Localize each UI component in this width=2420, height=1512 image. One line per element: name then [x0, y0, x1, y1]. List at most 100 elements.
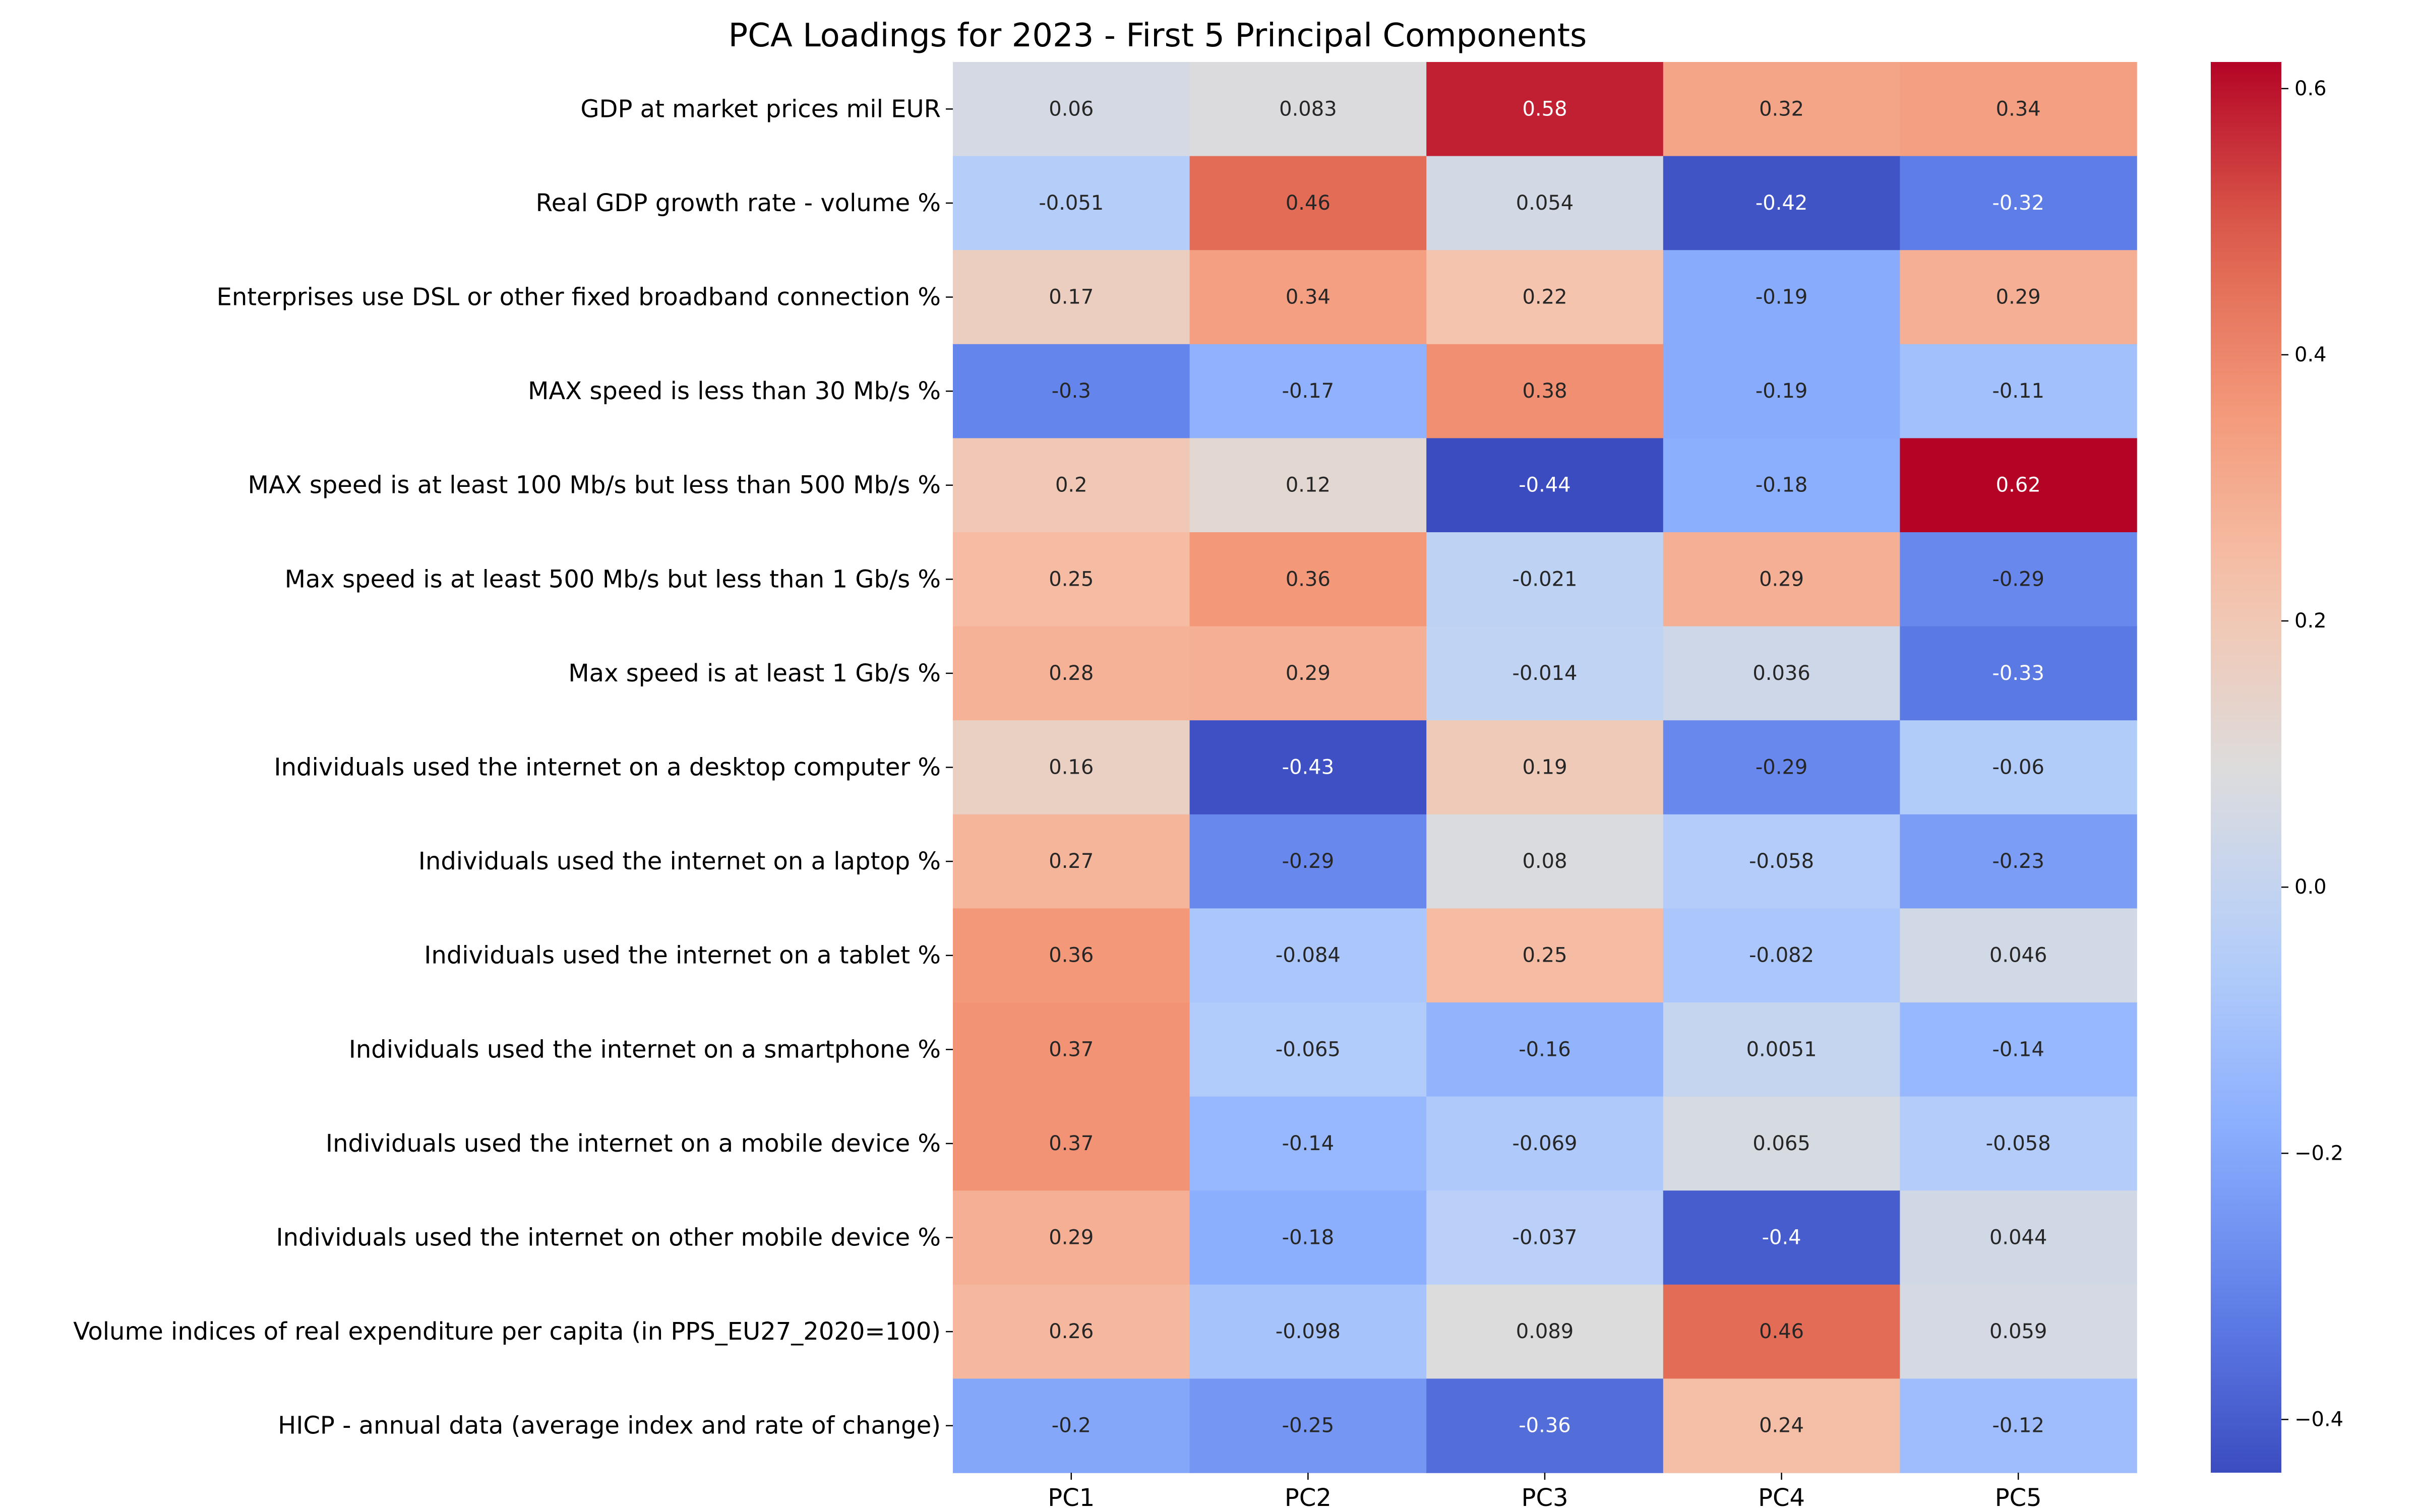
heatmap-cell	[1426, 720, 1664, 815]
row-label: Max speed is at least 1 Gb/s %	[568, 659, 941, 687]
chart-title: PCA Loadings for 2023 - First 5 Principa…	[729, 17, 1587, 54]
colorbar-ticks: −0.4 −0.2 0.0 0.2 0.4 0.6	[2281, 77, 2343, 1431]
column-label: PC4	[1758, 1484, 1805, 1512]
heatmap-cell	[953, 1378, 1190, 1473]
row-label: Volume indices of real expenditure per c…	[73, 1317, 941, 1346]
heatmap-cell	[1189, 1190, 1427, 1285]
colorbar-tick-label: 0.6	[2294, 77, 2327, 100]
cell-value-label: 0.27	[1049, 850, 1094, 873]
cell-value-label: -0.014	[1512, 662, 1578, 685]
heatmap-cell	[1900, 1284, 2137, 1379]
heatmap-cell	[1900, 720, 2137, 815]
heatmap-cell	[1900, 626, 2137, 721]
cell-value-label: -0.42	[1756, 192, 1808, 215]
heatmap-cell	[953, 908, 1190, 1003]
heatmap-cell	[1189, 62, 1427, 157]
heatmap-cell	[1426, 1096, 1664, 1191]
colorbar-gradient	[2211, 62, 2281, 1473]
heatmap-cell	[1189, 532, 1427, 627]
heatmap-cell	[1663, 156, 1901, 250]
heatmap-cell	[953, 1002, 1190, 1097]
row-label: MAX speed is at least 100 Mb/s but less …	[248, 471, 941, 499]
cell-value-label: -0.29	[1992, 568, 2044, 591]
cell-value-label: -0.44	[1519, 474, 1571, 497]
heatmap-cell	[1426, 62, 1664, 157]
cell-value-label: -0.082	[1749, 944, 1814, 967]
cell-value-label: 0.16	[1049, 756, 1094, 779]
row-label: Individuals used the internet on a table…	[424, 941, 941, 970]
cell-value-label: 0.083	[1279, 97, 1337, 120]
heatmap-cell	[1663, 1284, 1901, 1379]
row-label: GDP at market prices mil EUR	[580, 95, 941, 123]
cell-value-label: 0.036	[1752, 662, 1810, 685]
cell-value-label: 0.24	[1759, 1414, 1804, 1437]
heatmap-cell	[1900, 156, 2137, 250]
cell-value-label: 0.054	[1516, 192, 1574, 215]
heatmap-cell	[1426, 532, 1664, 627]
heatmap-cells	[953, 62, 2137, 1473]
cell-value-label: -0.058	[1749, 850, 1814, 873]
heatmap-cell	[1426, 250, 1664, 345]
cell-value-label: 0.08	[1522, 850, 1567, 873]
cell-value-label: -0.3	[1052, 380, 1091, 403]
heatmap-cell	[1900, 1096, 2137, 1191]
cell-value-label: 0.22	[1522, 286, 1567, 309]
heatmap-cell	[1426, 626, 1664, 721]
heatmap-cell	[1900, 1002, 2137, 1097]
row-label: Individuals used the internet on a mobil…	[326, 1129, 941, 1158]
heatmap-cell	[1900, 344, 2137, 439]
cell-value-label: 0.12	[1286, 474, 1330, 497]
cell-value-label: -0.14	[1282, 1132, 1335, 1155]
cell-value-label: 0.34	[1286, 286, 1330, 309]
colorbar-tick-label: 0.0	[2294, 875, 2327, 899]
heatmap-cell	[1426, 1002, 1664, 1097]
cell-value-label: -0.021	[1512, 568, 1578, 591]
heatmap-cell	[1663, 720, 1901, 815]
cell-value-label: -0.065	[1276, 1038, 1341, 1061]
heatmap-cell	[1900, 438, 2137, 533]
cell-value-label: 0.25	[1522, 944, 1567, 967]
column-label: PC2	[1285, 1484, 1332, 1512]
heatmap-cell	[953, 532, 1190, 627]
cell-value-label: 0.29	[1286, 662, 1330, 685]
heatmap-cell	[1900, 1378, 2137, 1473]
heatmap-cell	[1900, 908, 2137, 1003]
heatmap-cell	[1426, 344, 1664, 439]
cell-value-label: 0.2	[1055, 474, 1087, 497]
heatmap-cell	[1663, 1378, 1901, 1473]
cell-value-label: -0.18	[1282, 1226, 1335, 1249]
cell-value-label: -0.2	[1052, 1414, 1091, 1437]
row-label: Individuals used the internet on a deskt…	[274, 753, 941, 782]
heatmap-cell	[1663, 250, 1901, 345]
cell-value-label: -0.16	[1519, 1038, 1571, 1061]
heatmap-cell	[1663, 438, 1901, 533]
colorbar-tick-label: −0.4	[2294, 1408, 2343, 1431]
heatmap-cell	[1189, 1096, 1427, 1191]
heatmap-cell	[1426, 908, 1664, 1003]
cell-value-label: 0.06	[1049, 97, 1094, 120]
row-label: MAX speed is less than 30 Mb/s %	[528, 377, 941, 405]
heatmap-cell	[1900, 532, 2137, 627]
column-label: PC3	[1522, 1484, 1568, 1512]
cell-value-label: -0.43	[1282, 756, 1335, 779]
heatmap-cell	[1663, 344, 1901, 439]
cell-value-label: 0.58	[1522, 97, 1567, 120]
cell-value-label: 0.29	[1759, 568, 1804, 591]
row-label: Individuals used the internet on a smart…	[349, 1035, 941, 1063]
heatmap-cell	[953, 1190, 1190, 1285]
heatmap-cell	[1426, 814, 1664, 909]
cell-value-label: 0.046	[1989, 944, 2047, 967]
cell-value-label: 0.34	[1996, 97, 2041, 120]
cell-value-label: 0.46	[1759, 1320, 1804, 1343]
heatmap-cell	[1189, 720, 1427, 815]
cell-value-label: -0.29	[1282, 850, 1335, 873]
column-tick-labels: PC1 PC2 PC3 PC4 PC5	[1048, 1473, 2042, 1512]
colorbar-tick-label: −0.2	[2294, 1142, 2343, 1165]
heatmap-cell	[1189, 438, 1427, 533]
cell-value-label: 0.065	[1752, 1132, 1810, 1155]
heatmap-cell	[1663, 626, 1901, 721]
heatmap-cell	[1189, 344, 1427, 439]
cell-value-label: 0.46	[1286, 192, 1330, 215]
heatmap-cell	[953, 62, 1190, 157]
